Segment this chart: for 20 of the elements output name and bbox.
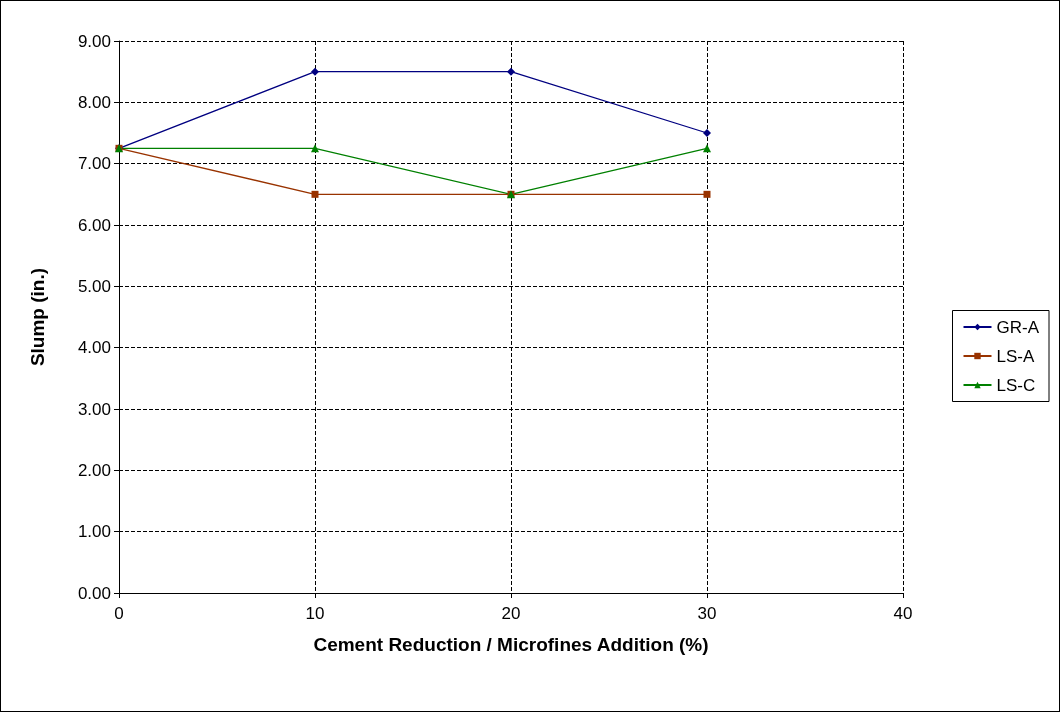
- x-axis-title: Cement Reduction / Microfines Addition (%): [313, 634, 709, 655]
- x-tick-label: 30: [697, 604, 717, 623]
- y-axis-title: Slump (in.): [27, 267, 48, 367]
- x-tick-label: 40: [893, 604, 913, 623]
- x-tick-label: 10: [305, 604, 325, 623]
- x-tick-label: 0: [114, 604, 124, 623]
- legend-label: GR-A: [996, 317, 1040, 337]
- y-tick-label: 6.00: [77, 215, 111, 235]
- x-tick-label: 20: [501, 604, 521, 623]
- y-tick-label: 7.00: [77, 154, 111, 174]
- y-tick-label: 0.00: [77, 583, 111, 603]
- y-tick-label: 3.00: [77, 399, 111, 419]
- y-tick-label: 5.00: [77, 276, 111, 296]
- y-tick-label: 9.00: [77, 31, 111, 51]
- y-tick-label: 8.00: [77, 92, 111, 112]
- legend-label: LS-A: [996, 346, 1035, 366]
- y-tick-label: 1.00: [77, 522, 111, 542]
- legend-label: LS-C: [996, 375, 1036, 395]
- y-tick-label: 4.00: [77, 338, 111, 358]
- y-tick-label: 2.00: [77, 460, 111, 480]
